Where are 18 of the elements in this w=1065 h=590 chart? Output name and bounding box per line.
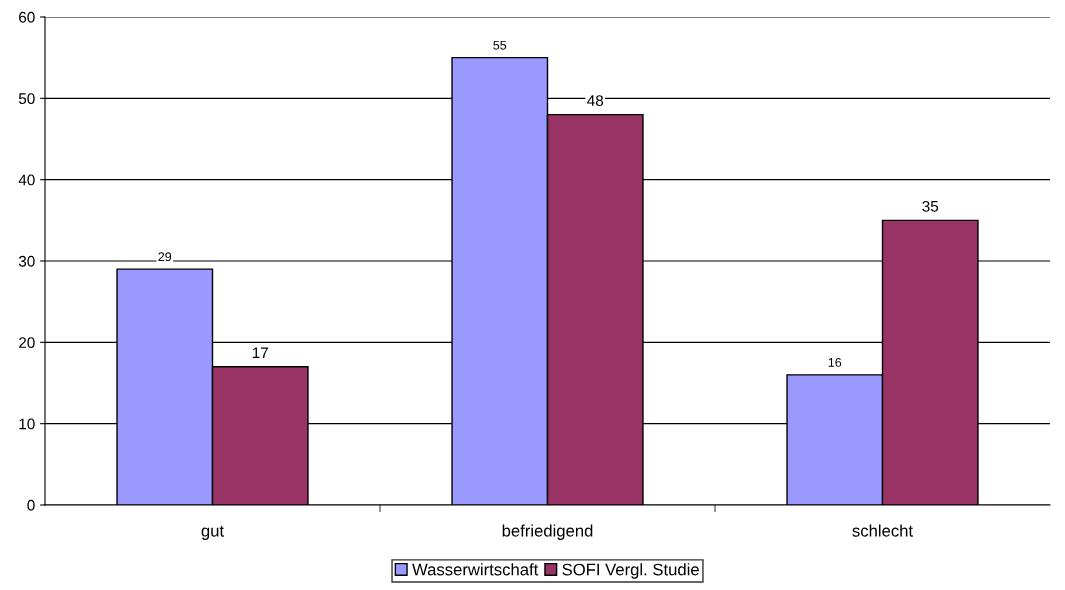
- data-label: 16: [828, 357, 842, 367]
- legend-label: Wasserwirtschaft: [412, 563, 539, 576]
- y-tick-label: 60: [19, 11, 35, 23]
- x-tick-label: befriedigend: [502, 524, 593, 540]
- y-tick-label: 30: [18, 255, 35, 267]
- y-tick-label: 50: [18, 93, 35, 105]
- legend-label: SOFI Vergl. Studie: [562, 563, 699, 579]
- y-tick-label: 10: [19, 418, 35, 430]
- x-tick-label: schlecht: [852, 524, 913, 537]
- y-tick-label: 20: [19, 337, 35, 349]
- data-label: 48: [587, 95, 604, 107]
- x-tick-label: gut: [201, 525, 224, 540]
- y-tick-label: 40: [18, 174, 35, 186]
- y-tick-label: 0: [27, 499, 35, 511]
- data-label: 55: [493, 40, 507, 50]
- data-label: 35: [922, 200, 939, 212]
- data-label: 29: [158, 252, 172, 262]
- data-label: 17: [252, 347, 268, 359]
